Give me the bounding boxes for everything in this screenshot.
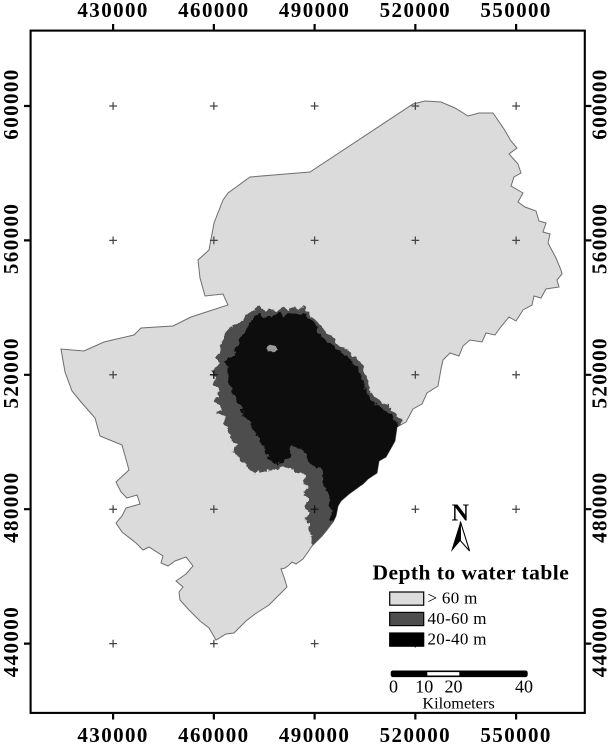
svg-text:490000: 490000 bbox=[279, 723, 350, 746]
svg-text:600000: 600000 bbox=[588, 68, 612, 139]
svg-text:520000: 520000 bbox=[588, 337, 612, 408]
svg-text:N: N bbox=[452, 500, 470, 526]
svg-text:460000: 460000 bbox=[178, 723, 249, 746]
svg-text:Depth to water table: Depth to water table bbox=[373, 561, 570, 585]
svg-text:20-40 m: 20-40 m bbox=[428, 630, 487, 649]
svg-text:440000: 440000 bbox=[588, 606, 612, 677]
svg-text:550000: 550000 bbox=[480, 0, 551, 22]
svg-text:520000: 520000 bbox=[0, 337, 23, 408]
svg-text:0: 0 bbox=[389, 677, 398, 697]
svg-text:560000: 560000 bbox=[588, 203, 612, 274]
svg-text:520000: 520000 bbox=[380, 723, 451, 746]
svg-text:40: 40 bbox=[515, 677, 533, 697]
svg-text:Kilometers: Kilometers bbox=[422, 694, 494, 713]
svg-text:520000: 520000 bbox=[380, 0, 451, 22]
svg-text:430000: 430000 bbox=[77, 0, 148, 22]
svg-text:560000: 560000 bbox=[0, 203, 23, 274]
svg-text:440000: 440000 bbox=[0, 606, 23, 677]
svg-text:480000: 480000 bbox=[0, 471, 23, 542]
svg-text:20: 20 bbox=[445, 677, 463, 697]
svg-text:490000: 490000 bbox=[279, 0, 350, 22]
svg-text:600000: 600000 bbox=[0, 68, 23, 139]
svg-text:40-60 m: 40-60 m bbox=[428, 609, 487, 628]
svg-text:> 60 m: > 60 m bbox=[428, 589, 478, 608]
svg-text:480000: 480000 bbox=[588, 471, 612, 542]
svg-text:460000: 460000 bbox=[178, 0, 249, 22]
svg-text:430000: 430000 bbox=[77, 723, 148, 746]
svg-text:550000: 550000 bbox=[480, 723, 551, 746]
svg-text:10: 10 bbox=[415, 677, 433, 697]
